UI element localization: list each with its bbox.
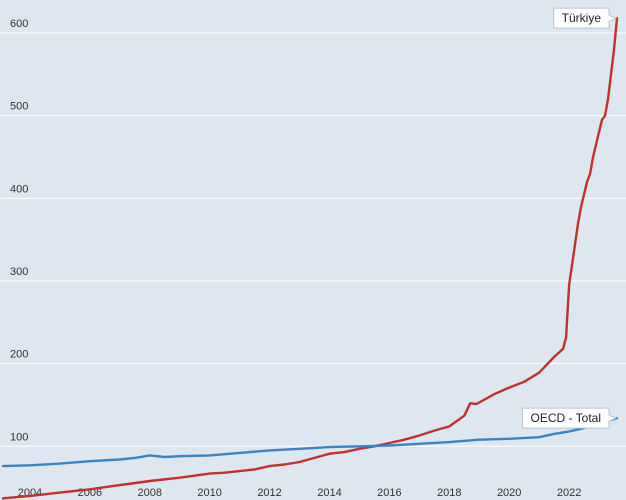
callout-label-t-rkiye: Türkiye — [562, 11, 602, 25]
y-tick-label: 400 — [10, 183, 28, 195]
x-tick-label: 2020 — [497, 487, 521, 499]
x-tick-label: 2012 — [257, 487, 281, 499]
x-tick-label: 2022 — [557, 487, 581, 499]
callout-box — [522, 407, 618, 429]
series-lines — [1, 17, 619, 500]
series-line-oecd-total — [1, 417, 619, 468]
callout-label-oecd-total: OECD - Total — [531, 411, 601, 425]
series-line-t-rkiye — [1, 17, 619, 500]
x-tick-label: 2016 — [377, 487, 401, 499]
x-tick-label: 2010 — [197, 487, 221, 499]
x-axis-ticks: 2004 2006 2008 2010 2012 2014 2016 2018 2020 2022 — [18, 487, 582, 499]
x-tick-label: 2008 — [138, 487, 162, 499]
y-tick-label: 600 — [10, 18, 28, 30]
grid-lines — [0, 32, 626, 447]
x-tick-label: 2018 — [437, 487, 461, 499]
y-tick-label: 300 — [10, 266, 28, 278]
y-tick-label: 500 — [10, 101, 28, 113]
callout-box — [553, 7, 618, 29]
x-tick-label: 2014 — [317, 487, 341, 499]
y-tick-label: 100 — [10, 431, 28, 443]
callout-oecd-total: OECD - Total — [522, 407, 618, 429]
y-tick-label: 200 — [10, 349, 28, 361]
callout-t-rkiye: Türkiye — [553, 7, 618, 29]
series-callouts: Türkiye OECD - Total — [522, 7, 618, 429]
y-axis-ticks: 100 200 300 400 500 600 — [10, 18, 28, 443]
